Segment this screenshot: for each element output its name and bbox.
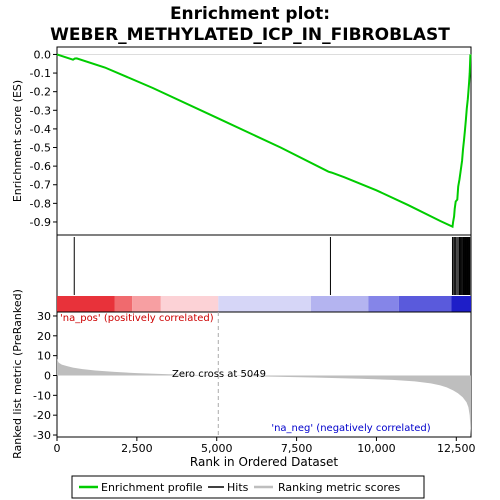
legend-frame: [71, 475, 425, 499]
enrichment-profile-line: [56, 53, 472, 229]
x-tick-label: 5,000: [201, 442, 233, 455]
x-tick-label: 10,000: [357, 442, 396, 455]
legend-enrichment-label: Enrichment profile: [101, 481, 203, 494]
legend-hits-label: Hits: [227, 481, 249, 494]
negative-correlation-label: 'na_neg' (negatively correlated): [271, 423, 430, 434]
chart-title-line1: Enrichment plot:: [170, 4, 330, 24]
es-y-axis-label: Enrichment score (ES): [11, 80, 24, 202]
x-tick-label: 7,500: [281, 442, 313, 455]
ranking-metric-area: [57, 358, 471, 435]
es-y-tick-label: -0.6: [30, 160, 51, 173]
heatmap-segment: [451, 296, 471, 312]
es-y-axis-ticks: 0.0 -0.1 -0.2 -0.3 -0.4 -0.5 -0.6 -0.7 -0.8 -0.9: [30, 48, 471, 229]
hit-markers: [73, 237, 471, 295]
zero-cross-label: Zero cross at 5049: [172, 369, 266, 380]
x-axis-ticks: 0 2,500 5,000 7,500 10,000 12,500: [54, 437, 476, 455]
metric-y-tick-label: -20: [33, 409, 51, 422]
x-tick-label: 2,500: [121, 442, 153, 455]
es-y-tick-label: -0.5: [30, 142, 51, 155]
heatmap-segment: [160, 296, 219, 312]
chart-title-line2: WEBER_METHYLATED_ICP_IN_FIBROBLAST: [50, 25, 450, 45]
heatmap-segment: [368, 296, 399, 312]
es-y-tick-label: -0.2: [30, 86, 51, 99]
metric-y-axis-label: Ranked list metric (PreRanked): [11, 289, 24, 459]
x-tick-label: 0: [54, 442, 61, 455]
heatmap-segment: [218, 296, 311, 312]
metric-y-tick-label: 0: [44, 369, 51, 382]
positive-correlation-label: 'na_pos' (positively correlated): [60, 313, 214, 324]
es-y-tick-label: -0.3: [30, 104, 51, 117]
heatmap-segment: [132, 296, 161, 312]
es-y-tick-label: -0.1: [30, 67, 51, 80]
metric-y-tick-label: 10: [37, 350, 51, 363]
heatmap-segment: [114, 296, 133, 312]
metric-y-tick-label: 20: [37, 330, 51, 343]
rank-heatmap-bar: [57, 296, 471, 312]
metric-y-tick-label: -10: [33, 389, 51, 402]
es-y-tick-label: -0.9: [30, 216, 51, 229]
es-y-tick-label: -0.8: [30, 197, 51, 210]
es-y-tick-label: -0.4: [30, 123, 51, 136]
heatmap-segment: [310, 296, 369, 312]
metric-y-tick-label: 30: [37, 310, 51, 323]
metric-y-tick-label: -30: [33, 429, 51, 442]
heatmap-segment: [57, 296, 115, 312]
es-y-tick-label: -0.7: [30, 179, 51, 192]
legend: Enrichment profile Hits Ranking metric s…: [71, 475, 425, 499]
x-axis-label: Rank in Ordered Dataset: [190, 455, 338, 469]
x-tick-label: 12,500: [437, 442, 476, 455]
es-y-tick-label: 0.0: [34, 48, 52, 61]
metric-y-axis-ticks: 30 20 10 0 -10 -20 -30: [33, 310, 57, 442]
heatmap-segment: [398, 296, 452, 312]
legend-metric-label: Ranking metric scores: [278, 481, 400, 494]
